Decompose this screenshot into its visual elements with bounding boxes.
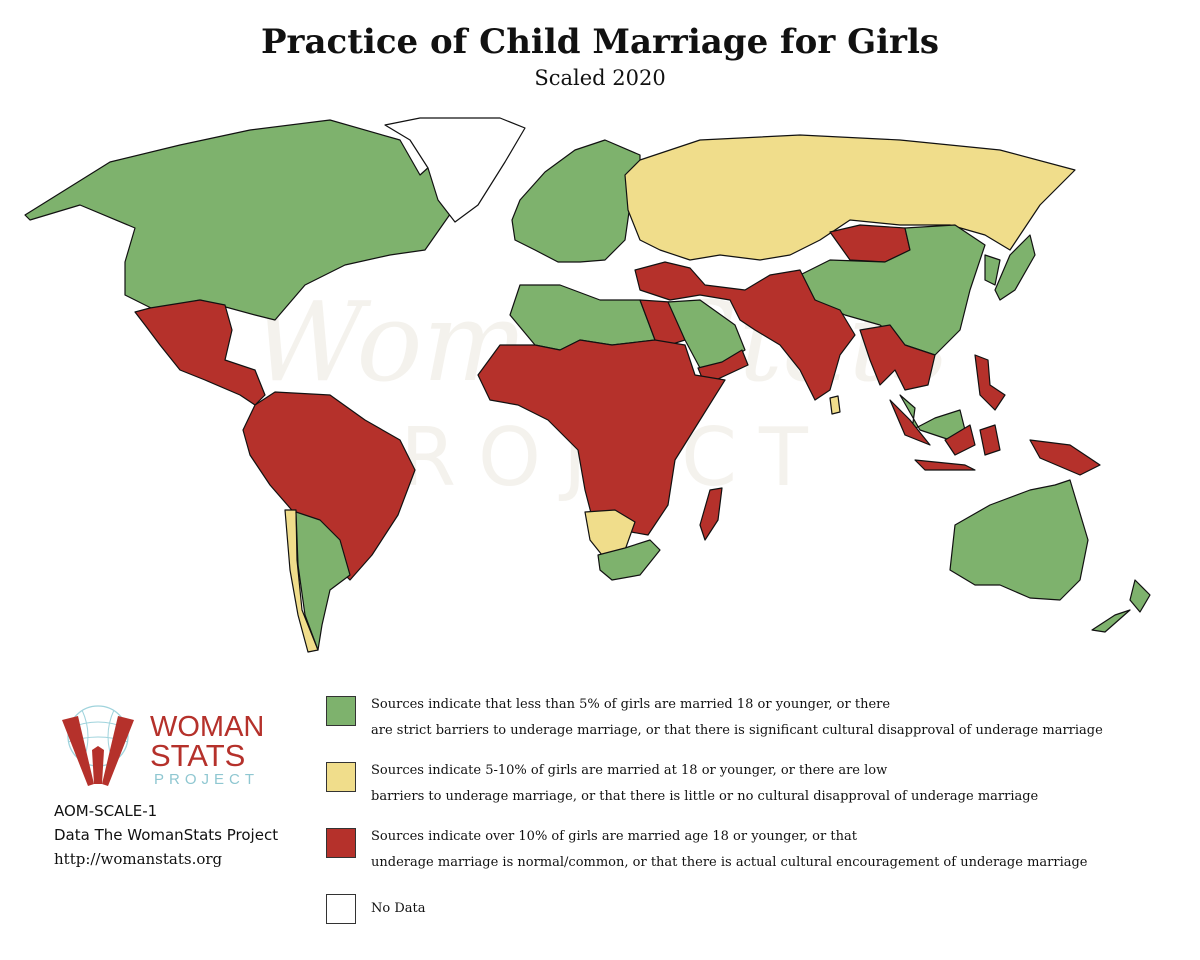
logo-word-project: PROJECT [154,771,259,788]
legend-text-no-data: No Data [371,896,425,922]
region-malaysia [899,394,966,441]
womanstats-logo: WOMAN STATS PROJECT [62,705,264,788]
region-indonesia [889,399,1101,476]
region-philippines [974,354,1006,411]
logo-emblem [62,705,134,786]
credit-code: AOM-SCALE-1 [54,802,158,820]
map-title: Practice of Child Marriage for Girls [260,22,940,62]
legend-text-low: Sources indicate that less than 5% of gi… [371,692,1103,744]
region-china [799,224,986,356]
legend-swatch-low [326,696,356,726]
world-map: WomanStats PROJECT [24,117,1151,653]
legend-text-high-line2: underage marriage is normal/common, or t… [371,855,1088,870]
region-sri-lanka [829,395,841,415]
legend-text-medium: Sources indicate 5-10% of girls are marr… [371,758,1038,810]
region-southeast-asia [859,324,936,391]
legend-swatch-no-data [326,894,356,924]
legend-swatch-medium [326,762,356,792]
region-australia [949,479,1089,601]
legend-text-low-line2: are strict barriers to underage marriage… [371,723,1103,738]
legend-text-no-data-line1: No Data [371,901,426,916]
legend-text-high-line1: Sources indicate over 10% of girls are m… [371,829,857,844]
logo-word-woman: WOMAN [150,711,264,743]
region-north-america [24,119,501,321]
region-south-america-north [242,391,416,581]
credit-source: Data The WomanStats Project [54,826,279,844]
region-madagascar [699,487,723,541]
legend-text-medium-line1: Sources indicate 5-10% of girls are marr… [371,763,888,778]
legend-text-high: Sources indicate over 10% of girls are m… [371,824,1088,876]
region-japan-korea [984,234,1036,301]
region-middle-east-south-asia [634,261,856,401]
legend-swatch-high [326,828,356,858]
region-greenland [384,117,526,223]
legend-text-low-line1: Sources indicate that less than 5% of gi… [371,697,891,712]
credit-url[interactable]: http://womanstats.org [54,850,223,868]
region-mexico-central-america [134,299,266,406]
region-sub-saharan-africa [477,339,726,541]
region-argentina [295,511,351,651]
region-europe [511,139,641,263]
region-russia-central-asia [624,134,1076,261]
logo-word-stats: STATS [150,738,245,773]
region-south-africa [597,539,661,581]
map-subtitle: Scaled 2020 [534,66,666,90]
legend-text-medium-line2: barriers to underage marriage, or that t… [371,789,1039,804]
region-new-zealand [1091,579,1151,633]
